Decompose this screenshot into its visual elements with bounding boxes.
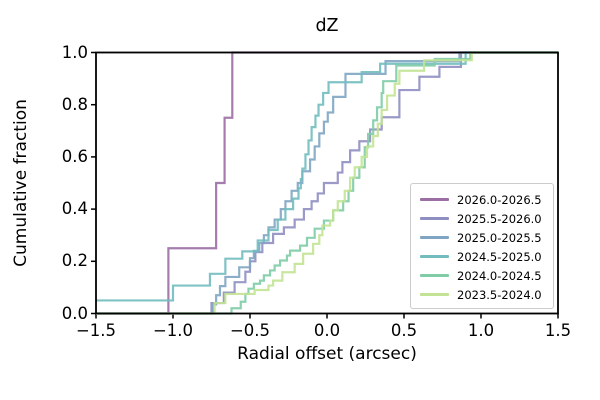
series-line-2026.0-2026.5 (96, 51, 558, 315)
legend-line-swatch (420, 274, 449, 277)
legend-line-swatch (420, 255, 449, 258)
series-line-2024.5-2025.0 (96, 51, 558, 302)
legend-item-2026.0-2026.5: 2026.0-2026.5 (420, 190, 549, 209)
x-tick-label: 0.5 (390, 321, 418, 340)
legend-label: 2024.5-2025.0 (457, 249, 542, 264)
legend-item-2025.5-2026.0: 2025.5-2026.0 (420, 209, 549, 228)
x-tick-label: 0.0 (313, 321, 341, 340)
legend-line-swatch (420, 293, 449, 296)
legend-label: 2025.5-2026.0 (457, 211, 542, 226)
plot-spines (95, 51, 559, 315)
legend-label: 2025.0-2025.5 (457, 230, 542, 245)
x-tick-label: −1.5 (75, 321, 117, 340)
legend-item-2023.5-2024.0: 2023.5-2024.0 (420, 285, 549, 304)
x-tick-label: −0.5 (229, 321, 271, 340)
y-axis-label: Cumulative fraction (11, 99, 31, 267)
chart-title: dZ (315, 16, 339, 36)
legend-item-2024.5-2025.0: 2024.5-2025.0 (420, 247, 549, 266)
y-tick-label: 1.0 (61, 42, 88, 62)
x-tick-label: 1.0 (467, 321, 495, 340)
series-line-2025.5-2026.0 (96, 51, 558, 315)
series-line-2025.0-2025.5 (96, 51, 558, 315)
y-tick-label: 0.4 (61, 199, 88, 219)
legend-line-swatch (420, 198, 449, 201)
y-tick-label: 0.6 (61, 146, 88, 166)
legend-item-2025.0-2025.5: 2025.0-2025.5 (420, 228, 549, 247)
y-tick-label: 0.0 (61, 303, 88, 323)
legend-label: 2023.5-2024.0 (457, 287, 542, 302)
legend-label: 2024.0-2024.5 (457, 268, 542, 283)
series-line-2024.0-2024.5 (96, 51, 558, 315)
y-tick-label: 0.8 (61, 94, 88, 114)
legend: 2026.0-2026.5 2025.5-2026.0 2025.0-2025.5 2… (410, 183, 554, 309)
x-axis-label: Radial offset (arcsec) (237, 344, 417, 364)
series-line-2023.5-2024.0 (96, 51, 558, 315)
legend-line-swatch (420, 217, 449, 220)
x-tick-label: 1.5 (544, 321, 572, 340)
legend-item-2024.0-2024.5: 2024.0-2024.5 (420, 266, 549, 285)
y-tick-label: 0.2 (61, 251, 88, 271)
legend-line-swatch (420, 236, 449, 239)
legend-label: 2026.0-2026.5 (457, 192, 542, 207)
x-tick-label: −1.0 (152, 321, 194, 340)
